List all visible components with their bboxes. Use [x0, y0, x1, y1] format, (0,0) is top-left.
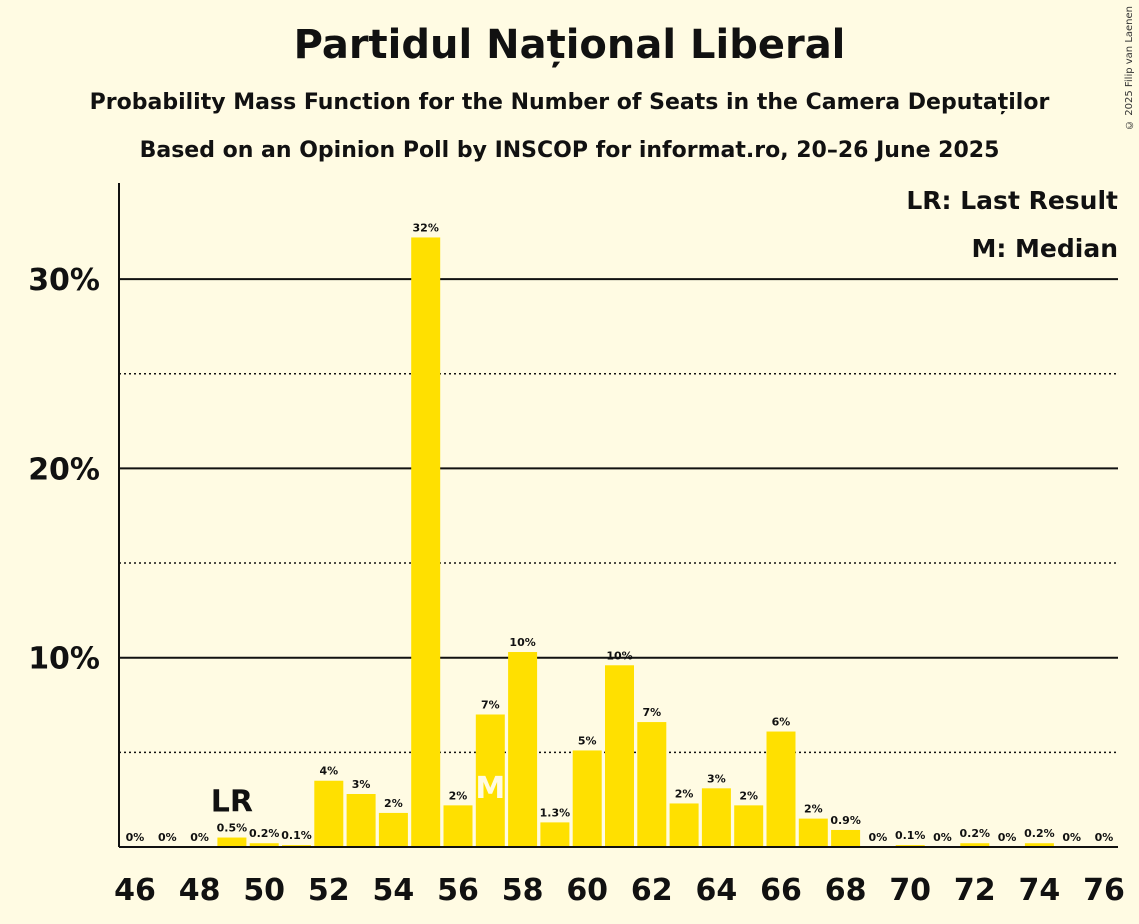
bar-seat-53 — [346, 793, 376, 847]
bar-seat-74 — [1024, 843, 1054, 847]
x-tick-label: 62 — [631, 873, 673, 908]
data-label-seat-71: 0% — [933, 831, 952, 844]
bar-seat-60 — [572, 750, 602, 847]
bars — [217, 237, 1054, 848]
data-labels: 0% 0% 0%0.5% 0.2% 0.1%4%3%2%32%2%7%10%1.3%5%… — [126, 221, 1114, 844]
bar-seat-62 — [637, 722, 667, 847]
data-label-seat-64: 3% — [707, 772, 726, 785]
axes: 46 48 50 52 54 56 58 60 62 64 66 68 70 72 74 76 — [114, 183, 1125, 908]
median-marker: M — [475, 771, 505, 806]
data-label-seat-62: 7% — [642, 706, 661, 719]
legend-last-result: LR: Last Result — [906, 186, 1118, 215]
data-label-seat-53: 3% — [352, 778, 371, 791]
bar-seat-59 — [540, 822, 570, 847]
bar-seat-55 — [411, 237, 441, 848]
bar-seat-63 — [669, 803, 699, 847]
data-label-seat-76: 0% — [1095, 831, 1114, 844]
bar-seat-64 — [701, 788, 731, 847]
data-label-seat-52: 4% — [319, 765, 338, 778]
data-label-seat-50: 0.2% — [249, 827, 280, 840]
data-label-seat-72: 0.2% — [960, 827, 991, 840]
data-label-seat-65: 2% — [739, 789, 758, 802]
y-tick-label: 10% — [28, 642, 100, 677]
x-tick-label: 64 — [696, 873, 738, 908]
x-tick-label: 56 — [437, 873, 479, 908]
x-tick-label: 46 — [114, 873, 156, 908]
x-tick-label: 74 — [1019, 873, 1061, 908]
bar-seat-57 — [475, 714, 505, 847]
x-tick-label: 72 — [954, 873, 996, 908]
data-label-seat-51: 0.1% — [281, 829, 312, 842]
data-label-seat-74: 0.2% — [1024, 827, 1055, 840]
x-tick-label: 48 — [179, 873, 221, 908]
bar-seat-50 — [249, 843, 279, 847]
data-label-seat-49: 0.5% — [217, 822, 248, 835]
legend-median: M: Median — [971, 234, 1118, 263]
x-tick-label: 68 — [825, 873, 867, 908]
data-label-seat-63: 2% — [675, 787, 694, 800]
x-tick-label: 58 — [502, 873, 544, 908]
bar-seat-58 — [508, 652, 538, 847]
data-label-seat-67: 2% — [804, 803, 823, 816]
y-tick-label: 20% — [28, 452, 100, 487]
data-label-seat-60: 5% — [578, 734, 597, 747]
bar-seat-68 — [831, 829, 861, 847]
data-label-seat-59: 1.3% — [540, 806, 571, 819]
data-label-seat-54: 2% — [384, 797, 403, 810]
bar-seat-67 — [798, 818, 828, 847]
chart-subtitle: Probability Mass Function for the Number… — [89, 90, 1050, 115]
x-tick-label: 76 — [1083, 873, 1125, 908]
data-label-seat-55: 32% — [413, 221, 439, 234]
data-label-seat-47: 0% — [158, 831, 177, 844]
bar-seat-54 — [378, 812, 408, 847]
grid-lines: 10% 20% 30% — [28, 263, 1118, 754]
bar-seat-72 — [960, 843, 990, 847]
data-label-seat-75: 0% — [1062, 831, 1081, 844]
x-tick-label: 60 — [566, 873, 608, 908]
x-tick-label: 50 — [243, 873, 285, 908]
data-label-seat-66: 6% — [772, 716, 791, 729]
chart-subtitle-source: Based on an Opinion Poll by INSCOP for i… — [139, 138, 1000, 163]
x-tick-label: 66 — [760, 873, 802, 908]
data-label-seat-58: 10% — [509, 636, 535, 649]
x-tick-label: 54 — [373, 873, 415, 908]
last-result-marker: LR — [211, 785, 253, 820]
data-label-seat-61: 10% — [606, 649, 632, 662]
y-tick-label: 30% — [28, 263, 100, 298]
data-label-seat-48: 0% — [190, 831, 209, 844]
chart-title: Partidul Național Liberal — [293, 22, 846, 68]
x-tick-label: 70 — [889, 873, 931, 908]
data-label-seat-69: 0% — [869, 831, 888, 844]
data-label-seat-57: 7% — [481, 698, 500, 711]
bar-seat-65 — [734, 805, 764, 847]
data-label-seat-68: 0.9% — [830, 814, 861, 827]
data-label-seat-70: 0.1% — [895, 829, 926, 842]
x-tick-label: 52 — [308, 873, 350, 908]
bar-seat-66 — [766, 731, 796, 847]
bar-seat-52 — [314, 780, 344, 847]
bar-seat-49 — [217, 837, 247, 847]
data-label-seat-56: 2% — [449, 789, 468, 802]
bar-seat-56 — [443, 805, 473, 847]
data-label-seat-73: 0% — [998, 831, 1017, 844]
data-label-seat-46: 0% — [126, 831, 145, 844]
bar-seat-61 — [605, 665, 634, 847]
